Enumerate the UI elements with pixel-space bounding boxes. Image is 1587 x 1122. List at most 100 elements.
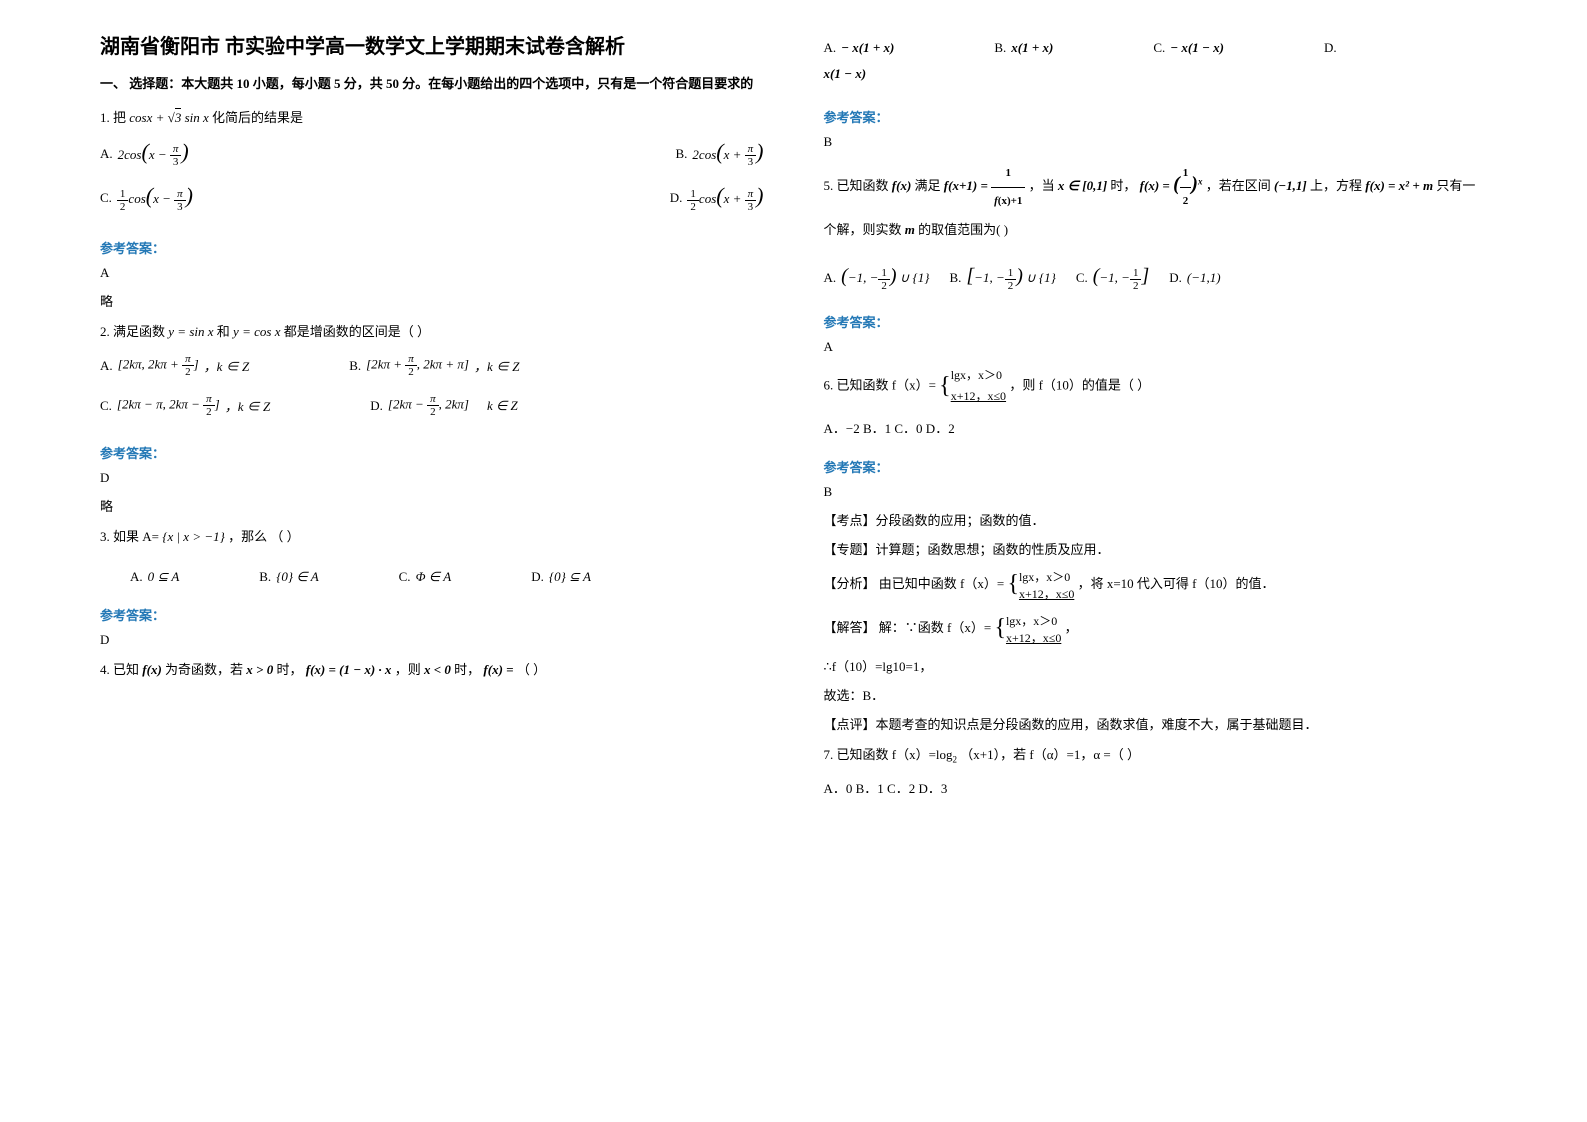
q5-answer-label: 参考答案： [824,312,1488,331]
q4-text5: 时， [454,662,480,677]
q6-topic: 【专题】计算题；函数思想；函数的性质及应用． [824,539,1488,558]
q5-text3: ，当 [1029,178,1055,193]
q5-text5: ，若在区间 [1206,178,1271,193]
q5-expr2: f(x) = (12)x [1140,178,1203,193]
q2-d-label: D. [370,398,383,414]
question-7: 7. 已知函数 f（x）=log2 （x+1），若 f（α）=1，α =（ ） [824,743,1488,768]
q2-text: 满足函数 [113,324,165,339]
q3-a-expr: 0 ⊆ A [148,569,180,585]
q4-d-label: D. [1324,40,1337,56]
q5-choice-d: D. (−1,1) [1169,265,1220,292]
q6-choices: A．−2 B．1 C．0 D．2 [824,418,1488,437]
q6-solve: 【解答】 解：∵函数 f（x）= { lgx，x＞0 x+12，x≤0 ， [824,612,1488,646]
q4-a-label: A. [824,40,837,56]
q3-c-label: C. [399,569,411,585]
q5-m: m [905,222,915,237]
q5-a-expr: (−1, −12) ∪ {1} [841,265,929,292]
q2-choice-b: B. [2kπ + π2, 2kπ + π] ，k ∈ Z [349,353,519,378]
q6-piece2b: x+12，x≤0 [1019,585,1074,602]
q3-choice-a: A. 0 ⊆ A [130,569,179,585]
q6-comment: 【点评】本题考查的知识点是分段函数的应用，函数求值，难度不大，属于基础题目． [824,714,1488,733]
q4-choice-b: B. x(1 + x) [994,40,1053,56]
q6-solve4: 故选：B． [824,685,1488,704]
q1-choice-b: B. 2cos(x + π3) [676,139,764,169]
q6-piece2: x+12，x≤0 [951,386,1006,408]
q3-answer: D [100,632,764,648]
q6-answer-label: 参考答案： [824,457,1488,476]
q5-cond1: x ∈ [0,1] [1058,178,1107,193]
q4-answer: B [824,134,1488,150]
q2-a-label: A. [100,358,113,374]
q6-analysis-label: 【分析】 [824,576,876,591]
q6-piece1: lgx，x＞0 [951,365,1006,387]
q2-expr1: y = sin x [168,324,213,339]
q5-c-expr: (−1, −12] [1093,265,1150,292]
q3-d-expr: {0} ⊆ A [549,569,591,585]
q5-choice-a: A. (−1, −12) ∪ {1} [824,265,930,292]
q3-choice-d: D. {0} ⊆ A [531,569,591,585]
q1-answer-label: 参考答案： [100,238,764,257]
q6-analysis-text: 由已知中函数 f（x）= [879,576,1004,591]
q6-text: 已知函数 f（x）= [837,377,936,392]
q4-answer-label: 参考答案： [824,107,1488,126]
q6-piece1c: lgx，x＞0 [1006,612,1061,629]
q4-num: 4. [100,662,110,677]
q6-piece2c: x+12，x≤0 [1006,629,1061,646]
q5-b-expr: [−1, −12) ∪ {1} [966,265,1055,292]
q6-num: 6. [824,377,834,392]
left-column: 湖南省衡阳市 市实验中学高一数学文上学期期末试卷含解析 一、 选择题：本大题共 … [100,30,764,1092]
q2-text2: 都是增函数的区间是（ ） [284,324,430,339]
q2-c-expr: [2kπ − π, 2kπ − π2] [117,393,220,418]
q3-choices: A. 0 ⊆ A B. {0} ∈ A C. Φ ∈ A D. {0} ⊆ A [130,569,764,585]
q4-b-expr: x(1 + x) [1011,40,1053,56]
q5-expr1: f(x+1) = 1f(x)+1 [944,178,1026,193]
q5-text6: 上，方程 [1310,178,1362,193]
q7-num: 7. [824,747,834,762]
q3-answer-label: 参考答案： [100,605,764,624]
q5-d-label: D. [1169,270,1182,286]
q2-c-cond: ，k ∈ Z [225,396,271,415]
q5-d-expr: (−1,1) [1187,270,1221,286]
q2-b-expr: [2kπ + π2, 2kπ + π] [366,353,469,378]
q4-d-expr: x(1 − x) [824,66,867,81]
q3-d-label: D. [531,569,544,585]
q2-answer-label: 参考答案： [100,443,764,462]
q1-b-expr: 2cos(x + π3) [692,139,763,169]
q7-choices: A．0 B．1 C．2 D．3 [824,778,1488,797]
q4-expr1: f(x) = (1 − x) · x [306,662,392,677]
q1-c-label: C. [100,190,112,206]
q7-sub: 2 [953,754,958,764]
q1-choice-d: D. 12cos(x + π3) [670,183,764,213]
q6-analysis: 【分析】 由已知中函数 f（x）= { lgx，x＞0 x+12，x≤0 ，将 … [824,568,1488,602]
question-6: 6. 已知函数 f（x）= { lgx，x＞0 x+12，x≤0 ，则 f（10… [824,365,1488,408]
q1-choice-c: C. 12cos(x − π3) [100,183,193,213]
q4-fx2: f(x) = [483,662,513,677]
q5-choice-c: C. (−1, −12] [1076,265,1149,292]
q1-expr: cosx + √3 sin x [129,108,209,125]
q1-num: 1. [100,110,110,125]
q3-set: {x | x > −1} [162,529,225,544]
q2-d-cond: k ∈ Z [474,398,518,414]
q1-choices-row1: A. 2cos(x − π3) B. 2cos(x + π3) [100,139,764,169]
q5-text2: 满足 [915,178,941,193]
q2-b-cond: ，k ∈ Z [474,356,520,375]
q4-choice-d-expr-row: x(1 − x) [824,66,1488,82]
q5-interval: (−1,1] [1274,178,1307,193]
q1-choices-row2: C. 12cos(x − π3) D. 12cos(x + π3) [100,183,764,213]
q5-b-label: B. [949,270,961,286]
question-4: 4. 已知 f(x) 为奇函数，若 x > 0 时， f(x) = (1 − x… [100,658,764,681]
q6-solve-label: 【解答】 [824,620,876,635]
q1-c-expr: 12cos(x − π3) [117,183,193,213]
q4-text6: （ ） [517,662,546,677]
q1-b-label: B. [676,146,688,162]
q2-num: 2. [100,324,110,339]
q6-piecewise2: { lgx，x＞0 x+12，x≤0 [1007,568,1074,602]
q3-b-label: B. [259,569,271,585]
q3-c-expr: Φ ∈ A [416,569,452,585]
q6-solve-text2: ， [1065,620,1078,635]
q1-d-expr: 12cos(x + π3) [687,183,763,213]
q6-text2: ，则 f（10）的值是（ ） [1009,377,1150,392]
q1-text2: 化简后的结果是 [212,110,303,125]
q4-text4: ，则 [395,662,421,677]
q4-choice-d: D. [1324,40,1337,56]
